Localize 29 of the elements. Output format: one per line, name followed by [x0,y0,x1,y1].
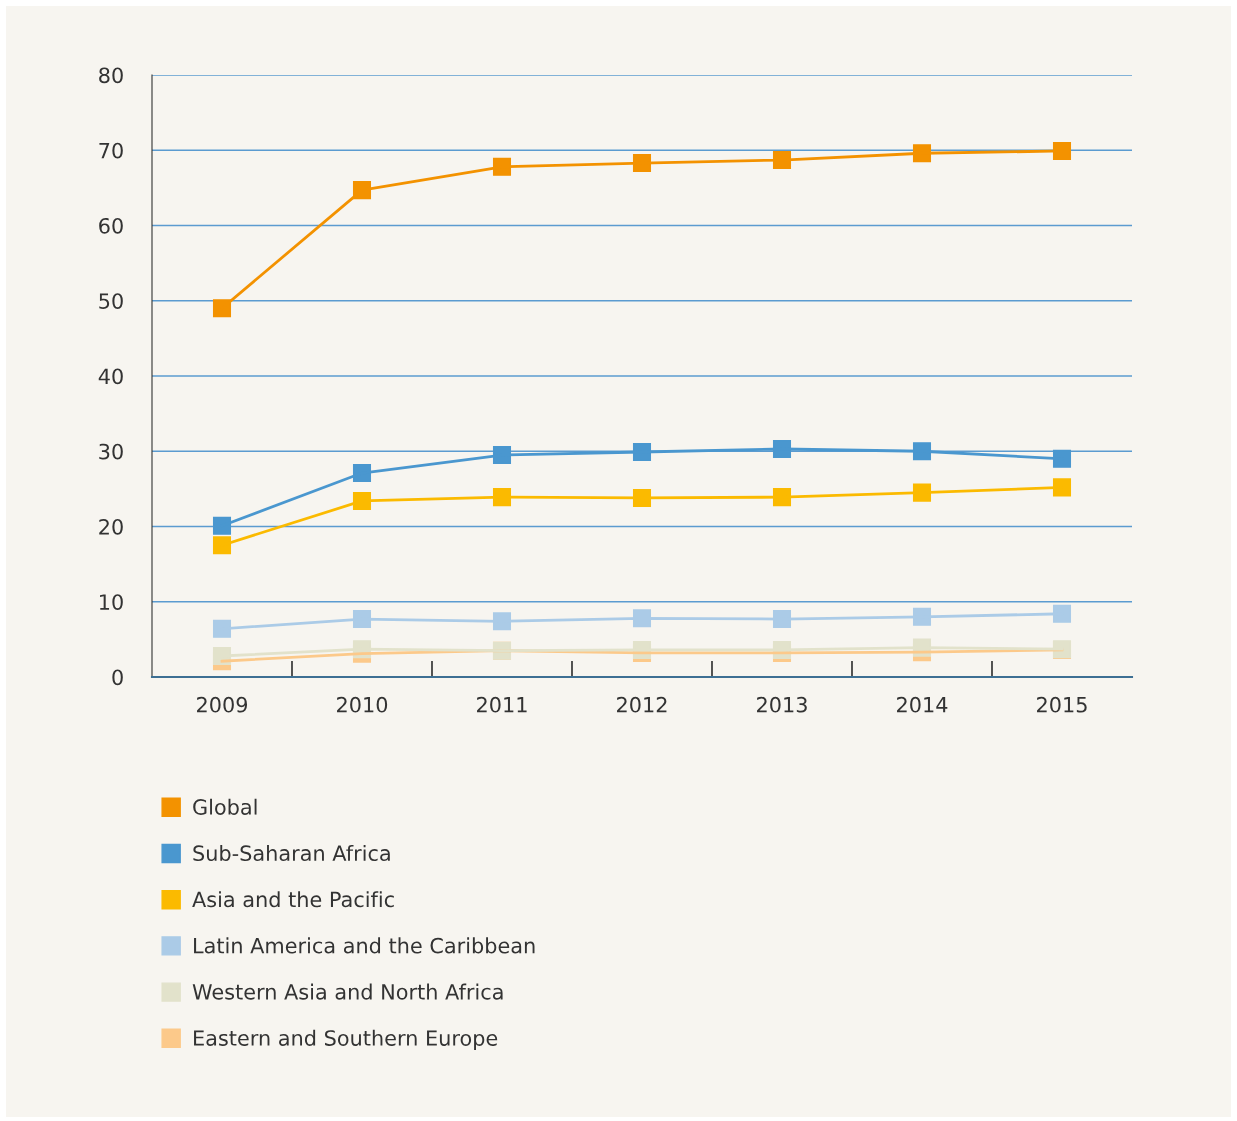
x-tick-label: 2015 [1037,696,1087,713]
legend-label: Global [193,798,257,815]
y-tick-label: 80 [99,67,123,84]
legend-label: Asia and the Pacific [192,891,394,908]
point [212,536,232,555]
point [212,619,232,638]
point [1052,449,1072,468]
legend-label: Latin America and the Caribbean [194,937,535,954]
y-tick-label: 40 [98,368,123,385]
y-tick-label: 60 [99,217,123,234]
point [212,516,232,535]
y-tick-label: 70 [99,142,123,159]
legend-label: Sub-Saharan Africa [193,844,390,862]
y-tick-label: 10 [100,594,123,610]
legend-label: Western Asia and North Africa [192,983,503,1000]
y-tick-label: 0 [112,669,123,686]
y-tick-label: 50 [99,293,123,309]
y-tick-label: 20 [99,518,123,535]
y-tick-label: 30 [99,443,123,460]
point [1052,141,1072,161]
point [1052,478,1072,497]
x-tick-label: 2013 [757,696,807,713]
legend-label: Eastern and Southern Europe [194,1029,498,1050]
x-tick-label: 2009 [197,696,248,713]
point [1052,604,1072,623]
x-tick-label: 2010 [337,696,388,713]
x-tick-label: 2014 [897,696,948,713]
x-tick-label: 2011 [477,696,527,713]
x-tick-label: 2012 [617,696,667,713]
